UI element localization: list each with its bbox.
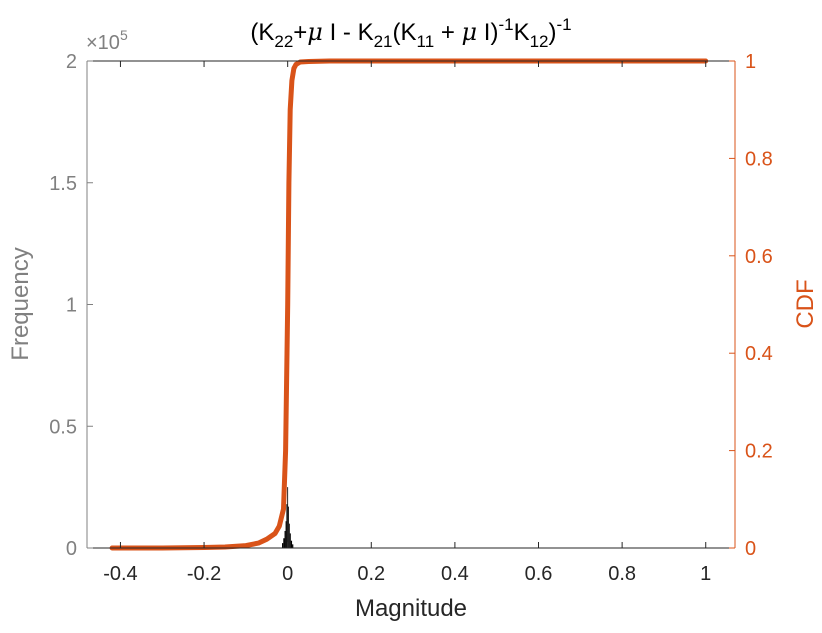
x-tick-label: 0.8 <box>608 563 636 585</box>
x-tick-label: 1 <box>700 563 711 585</box>
histogram-bars <box>282 487 294 548</box>
left-axis-exponent-label: ×105 <box>86 27 128 54</box>
y-left-ticks: 0 0.5 1 1.5 2 <box>49 51 93 560</box>
y-left-tick-label: 0.5 <box>49 416 77 438</box>
title-run: (K <box>250 19 274 46</box>
y-right-tick-label: 0.8 <box>745 148 773 170</box>
y-right-ticks: 0 0.2 0.4 0.6 0.8 1 <box>729 51 773 560</box>
x-tick-label: -0.2 <box>187 563 221 585</box>
plot-area <box>87 61 735 548</box>
y-right-tick-label: 0.6 <box>745 246 773 268</box>
x-tick-label: -0.4 <box>103 563 137 585</box>
title-run: 11 <box>417 32 435 51</box>
y-left-tick-label: 0 <box>66 538 77 560</box>
y-left-tick-label: 1.5 <box>49 173 77 195</box>
x-tick-label: 0.4 <box>441 563 469 585</box>
histogram-bar <box>292 544 294 548</box>
histogram-bar <box>282 543 284 548</box>
axes-box <box>86 60 736 549</box>
chart-title: (K22+μ I - K21(K11 + μ I)-1K12)-1 <box>250 15 571 51</box>
x-tick-label: 0.2 <box>357 563 385 585</box>
title-run: + <box>434 19 461 46</box>
y-right-tick-label: 0.2 <box>745 441 773 463</box>
histogram-bar <box>288 506 289 548</box>
x-ticks: -0.4 -0.2 0 0.2 0.4 0.6 0.8 1 <box>103 61 711 585</box>
title-run: 12 <box>530 32 549 51</box>
title-run: μ <box>462 18 478 46</box>
title-run: I) <box>477 19 498 46</box>
histogram-bar <box>285 521 287 548</box>
title-run: + <box>293 19 307 46</box>
x-tick-label: 0.6 <box>525 563 553 585</box>
histogram-bar <box>283 538 285 548</box>
title-run: μ <box>307 18 323 46</box>
y-right-tick-label: 0.4 <box>745 343 773 365</box>
title-run: 21 <box>374 32 393 51</box>
y-right-tick-label: 1 <box>745 51 756 73</box>
title-run: 22 <box>274 32 293 51</box>
histogram-bar <box>289 533 291 548</box>
title-run: -1 <box>557 15 572 34</box>
title-run: ) <box>549 19 557 46</box>
title-run: (K <box>393 19 417 46</box>
x-tick-label: 0 <box>282 563 293 585</box>
cdf-series <box>109 58 709 551</box>
cdf-line <box>109 58 709 551</box>
histogram-bar <box>284 530 286 548</box>
y-left-tick-label: 2 <box>66 51 77 73</box>
histogram-bar <box>290 540 293 548</box>
histogram-bar <box>288 523 290 548</box>
title-run: K <box>514 19 530 46</box>
y-axis-label-right: CDF <box>792 279 819 328</box>
title-run: I - K <box>323 19 374 46</box>
x-axis-label: Magnitude <box>355 595 467 622</box>
y-left-tick-label: 1 <box>66 295 77 317</box>
title-run: -1 <box>498 15 513 34</box>
histogram-bar <box>287 487 289 548</box>
histogram-bar <box>286 504 288 548</box>
y-right-tick-label: 0 <box>745 538 756 560</box>
y-axis-label-left: Frequency <box>7 247 34 360</box>
